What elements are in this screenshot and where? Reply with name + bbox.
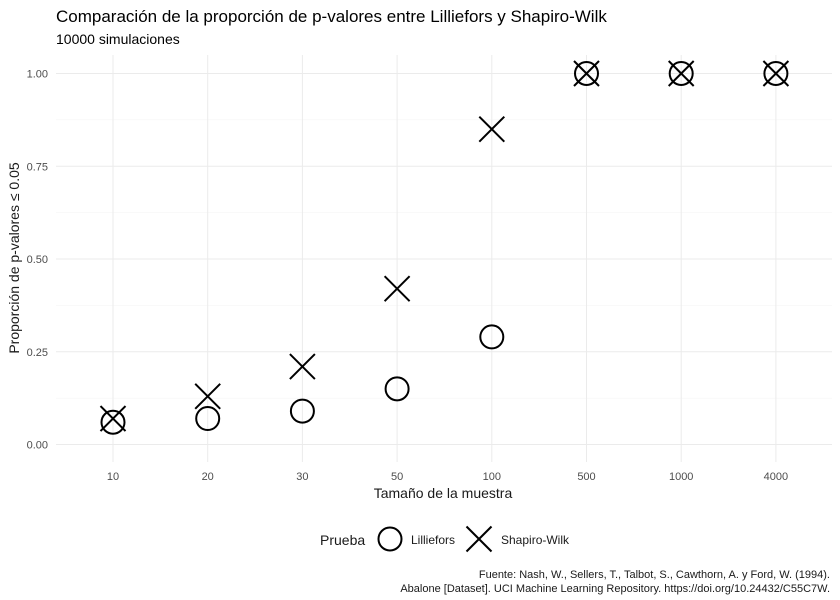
x-axis-ticks: 10 20 30 50 100 500 1000 4000 <box>107 471 788 483</box>
x-axis-title: Tamaño de la muestra <box>374 485 513 501</box>
x-tick-label: 50 <box>391 471 403 483</box>
shapiro-wilk-point <box>289 353 316 380</box>
y-axis-ticks: 0.00 0.25 0.50 0.75 1.00 <box>27 69 48 452</box>
legend-key-circle-icon <box>377 526 403 552</box>
legend: Prueba Lilliefors Shapiro-Wilk <box>320 525 570 553</box>
y-axis-title: Proporción de p-valores ≤ 0.05 <box>6 162 22 354</box>
legend-label: Shapiro-Wilk <box>501 533 570 547</box>
legend-label: Lilliefors <box>411 533 455 547</box>
caption-line-1: Fuente: Nash, W., Sellers, T., Talbot, S… <box>479 569 830 581</box>
lilliefors-point <box>479 324 505 350</box>
y-tick-label: 0.75 <box>27 161 48 173</box>
shapiro-wilk-point <box>478 115 506 143</box>
data-points <box>99 60 790 435</box>
lilliefors-point <box>574 61 599 86</box>
lilliefors-point <box>195 406 221 432</box>
y-tick-label: 0.00 <box>27 440 48 452</box>
lilliefors-point <box>289 398 315 424</box>
x-tick-label: 4000 <box>764 471 788 483</box>
x-tick-label: 20 <box>202 471 214 483</box>
plot-grid <box>56 55 832 462</box>
chart-subtitle: 10000 simulaciones <box>56 31 180 47</box>
caption: Fuente: Nash, W., Sellers, T., Talbot, S… <box>400 569 830 595</box>
legend-title: Prueba <box>320 532 365 548</box>
shapiro-wilk-point <box>573 60 600 87</box>
shapiro-wilk-point <box>762 60 790 87</box>
y-tick-label: 0.50 <box>27 254 48 266</box>
lilliefors-point <box>100 409 126 435</box>
shapiro-wilk-point <box>383 275 411 302</box>
y-tick-label: 1.00 <box>27 69 48 81</box>
caption-line-2: Abalone [Dataset]. UCI Machine Learning … <box>400 583 830 595</box>
shapiro-wilk-point <box>99 405 127 432</box>
x-tick-label: 1000 <box>669 471 693 483</box>
x-tick-label: 500 <box>577 471 595 483</box>
chart-title: Comparación de la proporción de p-valore… <box>56 7 607 26</box>
x-tick-label: 30 <box>296 471 308 483</box>
shapiro-wilk-point <box>194 383 221 410</box>
lilliefors-point <box>668 61 694 86</box>
x-tick-label: 100 <box>483 471 501 483</box>
y-tick-label: 0.25 <box>27 347 48 359</box>
lilliefors-point <box>763 61 789 86</box>
shapiro-wilk-point <box>667 60 695 87</box>
legend-key-cross-icon <box>465 525 493 553</box>
x-tick-label: 10 <box>107 471 119 483</box>
lilliefors-point <box>384 376 410 402</box>
